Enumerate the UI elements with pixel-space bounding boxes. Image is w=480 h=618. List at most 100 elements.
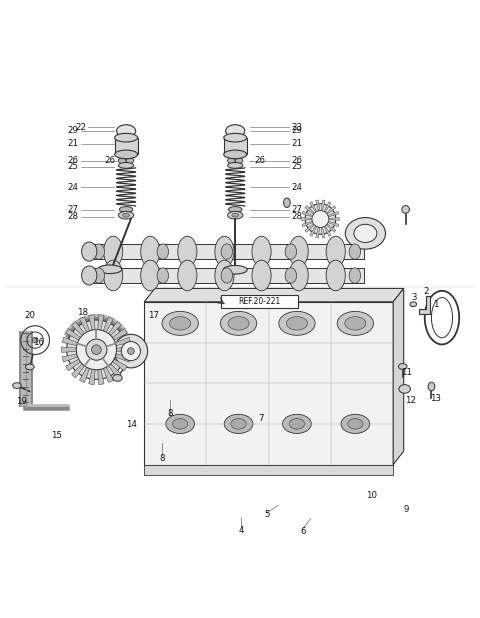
Ellipse shape	[399, 384, 410, 393]
Text: REF.20-221: REF.20-221	[239, 297, 281, 306]
Text: 24: 24	[67, 183, 78, 192]
Ellipse shape	[305, 204, 336, 234]
Ellipse shape	[252, 260, 271, 291]
Wedge shape	[80, 350, 96, 383]
Ellipse shape	[172, 418, 188, 429]
Polygon shape	[144, 289, 404, 302]
Ellipse shape	[119, 158, 126, 164]
Text: 18: 18	[76, 308, 87, 317]
Wedge shape	[62, 350, 96, 362]
Ellipse shape	[93, 268, 105, 283]
Ellipse shape	[126, 158, 134, 164]
Ellipse shape	[279, 311, 315, 336]
Text: 28: 28	[292, 212, 303, 221]
Ellipse shape	[224, 133, 247, 142]
Ellipse shape	[113, 375, 122, 381]
Wedge shape	[301, 218, 321, 221]
Ellipse shape	[228, 158, 235, 164]
Ellipse shape	[115, 133, 138, 142]
Text: 26: 26	[67, 156, 78, 165]
Text: 20: 20	[24, 311, 35, 320]
Text: 23: 23	[292, 122, 303, 132]
Wedge shape	[72, 321, 96, 350]
Ellipse shape	[141, 236, 160, 267]
Ellipse shape	[221, 268, 233, 283]
Ellipse shape	[349, 244, 360, 259]
Text: 25: 25	[67, 163, 78, 171]
Wedge shape	[96, 317, 113, 350]
Wedge shape	[96, 347, 132, 352]
Ellipse shape	[228, 163, 243, 168]
Ellipse shape	[228, 316, 249, 330]
Ellipse shape	[289, 260, 308, 291]
Ellipse shape	[157, 268, 168, 283]
Wedge shape	[96, 350, 121, 378]
Text: 21: 21	[67, 140, 78, 148]
Text: 27: 27	[67, 205, 78, 214]
Wedge shape	[321, 200, 325, 219]
Text: 14: 14	[126, 420, 137, 430]
Ellipse shape	[92, 345, 101, 355]
Ellipse shape	[86, 339, 107, 360]
Ellipse shape	[119, 211, 134, 219]
Ellipse shape	[224, 414, 253, 433]
Wedge shape	[310, 219, 321, 236]
Ellipse shape	[228, 206, 242, 213]
Ellipse shape	[285, 244, 297, 259]
Ellipse shape	[410, 302, 417, 307]
Ellipse shape	[123, 213, 130, 217]
FancyBboxPatch shape	[221, 295, 299, 308]
Ellipse shape	[223, 266, 247, 274]
Text: 13: 13	[430, 394, 441, 404]
Ellipse shape	[284, 198, 290, 208]
Text: 26: 26	[254, 156, 265, 165]
Ellipse shape	[226, 125, 245, 137]
Text: 28: 28	[67, 212, 78, 221]
Wedge shape	[302, 219, 321, 227]
Text: 24: 24	[292, 183, 303, 192]
Wedge shape	[66, 350, 96, 371]
Wedge shape	[321, 211, 339, 219]
Ellipse shape	[289, 236, 308, 267]
Ellipse shape	[326, 236, 345, 267]
Ellipse shape	[232, 213, 239, 217]
Text: 29: 29	[292, 127, 302, 135]
Text: 25: 25	[292, 163, 303, 171]
Text: 22: 22	[75, 122, 86, 132]
Wedge shape	[96, 321, 121, 350]
Ellipse shape	[115, 150, 138, 159]
Text: 19: 19	[16, 397, 27, 407]
Wedge shape	[96, 337, 131, 350]
Text: 12: 12	[405, 396, 416, 405]
Ellipse shape	[402, 206, 409, 213]
Ellipse shape	[215, 236, 234, 267]
Ellipse shape	[93, 244, 105, 259]
Wedge shape	[72, 350, 96, 378]
Ellipse shape	[98, 265, 122, 274]
Ellipse shape	[345, 316, 366, 330]
Ellipse shape	[121, 342, 141, 361]
Text: 21: 21	[292, 140, 303, 148]
Text: 8: 8	[160, 454, 165, 463]
Ellipse shape	[215, 260, 234, 291]
Wedge shape	[96, 350, 131, 362]
Wedge shape	[96, 350, 113, 383]
Wedge shape	[80, 317, 96, 350]
Wedge shape	[96, 350, 104, 384]
Ellipse shape	[128, 348, 134, 355]
Text: 4: 4	[238, 526, 244, 535]
Wedge shape	[89, 315, 96, 350]
Wedge shape	[316, 219, 321, 238]
Wedge shape	[316, 200, 321, 219]
Ellipse shape	[283, 414, 312, 433]
Wedge shape	[321, 219, 336, 232]
Ellipse shape	[114, 334, 148, 368]
Ellipse shape	[162, 311, 198, 336]
Ellipse shape	[287, 316, 308, 330]
Wedge shape	[66, 329, 96, 350]
Wedge shape	[321, 219, 325, 238]
Ellipse shape	[220, 311, 257, 336]
Ellipse shape	[228, 211, 243, 219]
Ellipse shape	[82, 242, 97, 261]
Wedge shape	[96, 329, 127, 350]
